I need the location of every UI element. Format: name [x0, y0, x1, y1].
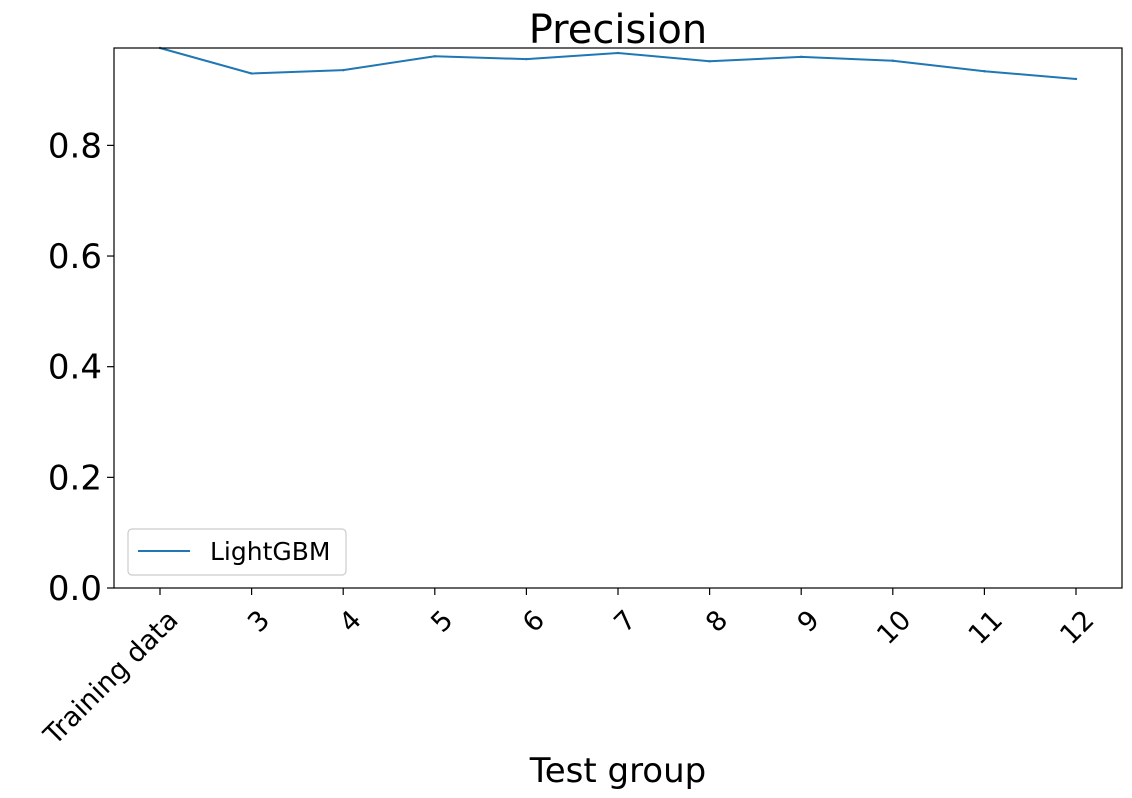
data-point [433, 55, 436, 58]
y-tick-label: 0.2 [48, 458, 102, 498]
y-axis-ticks: 0.0 0.2 0.4 0.6 0.8 [48, 126, 114, 609]
series-layer [158, 46, 1078, 81]
data-point [708, 60, 711, 63]
x-tick-label: 8 [700, 605, 734, 639]
x-tick-label: 4 [334, 605, 368, 639]
data-point [800, 55, 803, 59]
data-point [525, 57, 528, 61]
data-point [342, 68, 345, 72]
legend: LightGBM [127, 528, 347, 576]
legend-label-lightgbm: LightGBM [210, 537, 330, 566]
x-tick-label: 11 [963, 605, 1009, 651]
y-tick-label: 0.6 [48, 237, 102, 277]
x-tick-label: 7 [608, 605, 642, 639]
x-tick-label: 10 [871, 605, 917, 651]
data-point [983, 70, 986, 73]
legend-box [127, 528, 347, 576]
x-tick-label: 12 [1054, 605, 1100, 651]
x-axis-ticks: Training data 3 4 5 6 7 8 9 10 11 12 [37, 588, 1101, 752]
y-tick-label: 0.8 [48, 126, 102, 166]
chart-title: Precision [529, 7, 707, 53]
data-point [616, 51, 620, 55]
x-tick-label: 3 [242, 605, 276, 639]
data-point [250, 72, 253, 75]
data-point [891, 59, 894, 62]
plot-frame [113, 47, 1123, 589]
y-tick-label: 0.0 [48, 569, 102, 609]
x-tick-label: Training data [37, 605, 184, 752]
y-tick-label: 0.4 [48, 348, 102, 388]
x-axis-label: Test group [529, 751, 707, 791]
data-point [1074, 77, 1078, 81]
x-tick-label: 9 [792, 605, 826, 639]
x-tick-label: 5 [425, 605, 459, 639]
x-tick-label: 6 [517, 605, 551, 639]
